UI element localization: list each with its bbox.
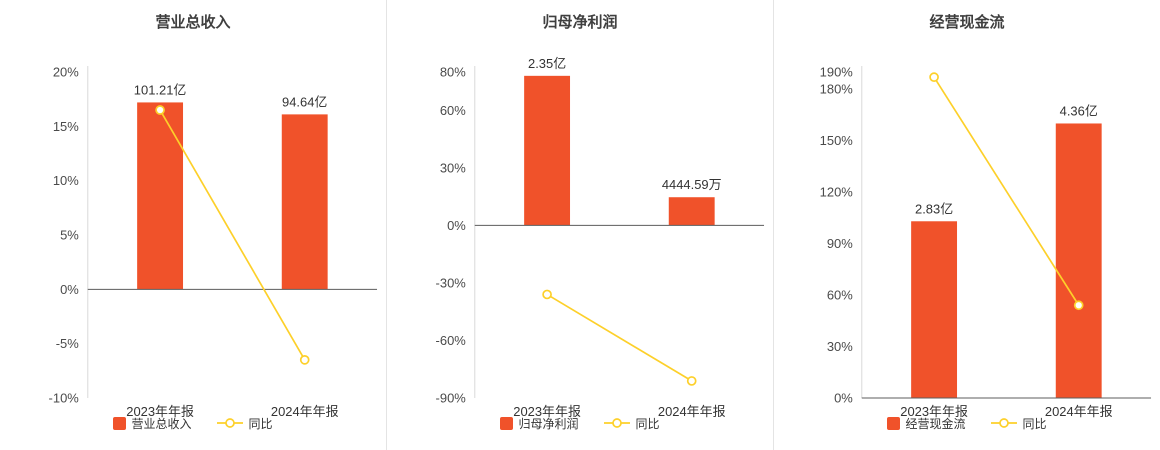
bar-series-swatch-icon	[500, 416, 514, 430]
line-series-swatch-icon	[603, 418, 630, 428]
y-tick-label: 150%	[820, 133, 854, 148]
chart-title: 归母净利润	[542, 14, 618, 31]
bar	[524, 75, 571, 226]
legend-item-line-series[interactable]: 同比	[990, 415, 1047, 432]
legend-item-bar-series[interactable]: 归母净利润	[500, 415, 579, 432]
bar-value-label: 4444.59万	[662, 177, 722, 192]
y-tick-label: 15%	[53, 119, 79, 134]
bar-value-label: 94.64亿	[282, 94, 327, 109]
chart-legend: 归母净利润 同比	[387, 412, 773, 434]
legend-label: 营业总收入	[131, 416, 192, 431]
bar	[137, 102, 184, 290]
x-category-label: 2023年年报	[126, 404, 194, 419]
y-tick-label: -60%	[436, 333, 467, 348]
x-category-label: 2023年年报	[900, 404, 968, 419]
yoy-marker	[929, 72, 939, 82]
chart-canvas: 80% 60% 30% 0% -30% -60% -90% 2.35亿 4444.59万 2023…	[436, 56, 765, 419]
chart-canvas: 190% 180% 150% 120% 90% 60% 30% 0% 2.83亿 4.36亿 202…	[820, 64, 1152, 419]
legend-label: 同比	[248, 416, 273, 431]
x-category-label: 2024年年报	[1045, 404, 1113, 419]
yoy-line	[933, 76, 1080, 306]
y-tick-label: 0%	[447, 218, 466, 233]
bar	[1055, 123, 1102, 398]
legend-label: 经营现金流	[905, 416, 966, 431]
yoy-marker	[155, 105, 165, 115]
y-tick-label: 80%	[440, 64, 466, 79]
line-series-swatch-icon	[216, 418, 243, 428]
legend-item-line-series[interactable]: 同比	[603, 415, 660, 432]
y-tick-label: -90%	[436, 390, 467, 405]
y-tick-label: 180%	[820, 82, 854, 97]
chart-panel-operating-cash-flow: 经营现金流 190% 180% 150% 120% 90% 60% 30% 0% 2.83亿 4.…	[773, 0, 1160, 450]
yoy-line	[159, 109, 306, 361]
yoy-marker	[686, 376, 697, 386]
y-tick-label: 90%	[827, 236, 853, 251]
y-tick-label: 0%	[834, 390, 853, 405]
line-series-swatch-icon	[990, 418, 1017, 428]
legend-item-line-series[interactable]: 同比	[216, 415, 273, 432]
bar-series-swatch-icon	[887, 416, 901, 430]
yoy-line	[546, 293, 693, 382]
bar-series-swatch-icon	[113, 416, 127, 430]
x-category-label: 2023年年报	[513, 404, 581, 419]
chart-legend: 营业总收入 同比	[0, 412, 386, 434]
legend-label: 同比	[635, 416, 660, 431]
yoy-marker	[299, 355, 310, 365]
y-tick-label: 60%	[440, 103, 466, 118]
chart-title: 经营现金流	[929, 14, 1005, 31]
y-tick-label: 10%	[53, 173, 79, 188]
y-tick-label: -5%	[56, 336, 80, 351]
bar	[668, 197, 715, 226]
chart-panel-revenue: 营业总收入 20% 15% 10% 5% 0% -5% -10% 101.21亿 94.64亿 2…	[0, 0, 386, 450]
x-category-label: 2024年年报	[271, 404, 339, 419]
bar-value-label: 4.36亿	[1060, 103, 1098, 118]
legend-item-bar-series[interactable]: 营业总收入	[113, 415, 192, 432]
bar	[281, 114, 328, 290]
chart-title: 营业总收入	[155, 14, 231, 31]
y-tick-label: 190%	[820, 64, 854, 79]
legend-label: 归母净利润	[518, 416, 579, 431]
chart-legend: 经营现金流 同比	[774, 412, 1160, 434]
y-tick-label: 30%	[827, 339, 853, 354]
legend-item-bar-series[interactable]: 经营现金流	[887, 415, 966, 432]
legend-label: 同比	[1022, 416, 1047, 431]
bar-value-label: 2.35亿	[528, 56, 566, 71]
bar-value-label: 101.21亿	[134, 82, 187, 97]
bar	[911, 221, 958, 398]
y-tick-label: 20%	[53, 64, 79, 79]
y-tick-label: -10%	[49, 390, 80, 405]
y-tick-label: 120%	[820, 185, 854, 200]
y-tick-label: 60%	[827, 288, 853, 303]
y-tick-label: 30%	[440, 160, 466, 175]
chart-panel-net-profit: 归母净利润 80% 60% 30% 0% -30% -60% -90% 2.35亿 4444.5…	[386, 0, 773, 450]
y-tick-label: -30%	[436, 275, 467, 290]
y-tick-label: 5%	[60, 227, 79, 242]
x-category-label: 2024年年报	[658, 404, 726, 419]
chart-canvas: 20% 15% 10% 5% 0% -5% -10% 101.21亿 94.64亿 2023年年报…	[49, 64, 378, 419]
y-tick-label: 0%	[60, 282, 79, 297]
yoy-marker	[1073, 300, 1084, 311]
bar-value-label: 2.83亿	[915, 201, 953, 216]
yoy-marker	[542, 289, 552, 300]
